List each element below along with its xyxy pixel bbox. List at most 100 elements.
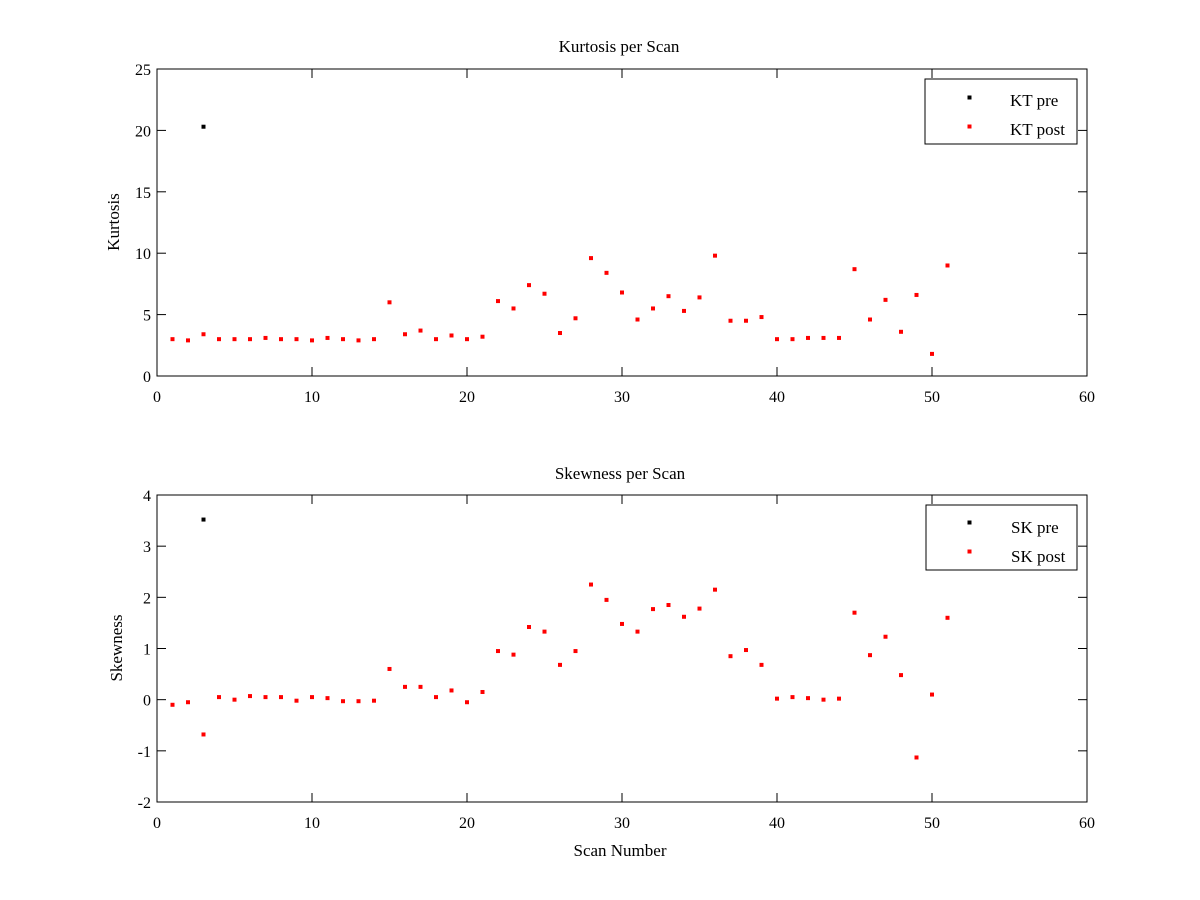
- legend-marker-sk-pre: [967, 520, 972, 525]
- skewness-x-tick-label: 60: [1079, 815, 1095, 832]
- data-point-kt-post: [310, 338, 314, 343]
- skewness-x-ticks: 0 10 20 30 40 50 60: [153, 495, 1095, 832]
- data-point-kt-post: [325, 335, 330, 340]
- skewness-y-ticks: -2 -1 0 1 2 3 4: [138, 488, 1087, 812]
- kurtosis-y-tick-label: 5: [143, 308, 151, 325]
- data-point-sk-post: [279, 695, 283, 700]
- data-point-kt-post: [883, 297, 888, 302]
- skewness-x-tick-label: 20: [459, 815, 475, 832]
- data-point-kt-post: [356, 338, 361, 343]
- kurtosis-x-tick-label: 60: [1079, 389, 1095, 406]
- data-point-kt-post: [837, 335, 841, 340]
- kurtosis-y-tick-label: 20: [135, 123, 151, 140]
- data-point-sk-post: [527, 625, 531, 630]
- legend-marker-kt-pre: [967, 95, 972, 100]
- skewness-y-tick-label: 3: [143, 539, 151, 556]
- data-point-sk-post: [821, 697, 826, 702]
- legend-marker-sk-post: [967, 549, 972, 554]
- kurtosis-x-tick-label: 10: [304, 389, 320, 406]
- data-point-sk-post: [930, 692, 934, 697]
- kurtosis-legend-box: [924, 78, 1078, 145]
- data-point-kt-post: [263, 335, 268, 340]
- chart-kurtosis: Kurtosis per Scan 0 10 20 30 40 50 60 0 5 10 15 20…: [104, 37, 1095, 406]
- data-point-kt-post: [930, 351, 934, 356]
- skewness-x-tick-label: 10: [304, 815, 320, 832]
- skewness-y-axis-label: Skewness: [107, 614, 126, 681]
- data-point-kt-post: [945, 263, 950, 268]
- kurtosis-x-ticks: 0 10 20 30 40 50 60: [153, 69, 1095, 406]
- skewness-x-tick-label: 40: [769, 815, 785, 832]
- skewness-legend: SK pre SK post: [925, 504, 1078, 571]
- legend-label-kt-post: KT post: [1010, 120, 1065, 139]
- data-point-kt-post: [635, 317, 640, 322]
- data-point-kt-post: [372, 337, 376, 342]
- data-point-kt-post: [248, 337, 252, 342]
- data-point-sk-post: [542, 629, 547, 634]
- skewness-y-tick-label: 4: [143, 488, 151, 505]
- data-point-sk-post: [403, 684, 407, 689]
- data-point-sk-post: [449, 688, 454, 693]
- data-point-sk-post: [232, 697, 237, 702]
- data-point-kt-post: [170, 337, 175, 342]
- data-point-sk-post: [775, 696, 779, 701]
- data-point-kt-post: [387, 300, 392, 305]
- data-point-kt-post: [232, 337, 237, 342]
- kurtosis-x-tick-label: 50: [924, 389, 940, 406]
- data-point-sk-post: [186, 700, 190, 705]
- data-point-kt-post: [294, 337, 299, 342]
- data-point-kt-post: [465, 337, 469, 342]
- data-point-sk-post: [372, 698, 376, 703]
- skewness-y-tick-label: -1: [138, 744, 151, 761]
- skewness-y-tick-label: 1: [143, 642, 151, 659]
- skewness-points: [170, 517, 950, 760]
- data-point-sk-post: [434, 695, 438, 700]
- data-point-sk-post: [759, 662, 764, 667]
- skewness-x-axis-label: Scan Number: [573, 841, 666, 860]
- data-point-kt-post: [341, 337, 345, 342]
- data-point-kt-post: [899, 329, 903, 334]
- data-point-sk-post: [635, 629, 640, 634]
- kurtosis-x-tick-label: 30: [614, 389, 630, 406]
- data-point-kt-post: [558, 331, 562, 336]
- data-point-kt-post: [806, 335, 810, 340]
- skewness-y-tick-label: 2: [143, 590, 151, 607]
- data-point-sk-post: [573, 649, 578, 654]
- data-point-kt-post: [759, 315, 764, 320]
- data-point-sk-post: [806, 696, 810, 701]
- kurtosis-y-tick-label: 25: [135, 62, 151, 79]
- kurtosis-y-tick-label: 15: [135, 185, 151, 202]
- data-point-kt-post: [542, 291, 547, 296]
- data-point-sk-post: [883, 634, 888, 639]
- data-point-sk-post: [604, 597, 609, 602]
- data-point-kt-post: [697, 295, 702, 300]
- data-point-kt-post: [511, 306, 516, 311]
- legend-label-kt-pre: KT pre: [1010, 91, 1058, 110]
- data-point-sk-post: [263, 695, 268, 700]
- data-point-kt-post: [868, 317, 872, 322]
- data-point-sk-post: [465, 700, 469, 705]
- data-point-kt-post: [589, 256, 593, 261]
- data-point-kt-post: [682, 308, 686, 313]
- chart-skewness: Skewness per Scan 0 10 20 30 40 50 60 -2 -1 0 1 2 3…: [107, 464, 1095, 860]
- kurtosis-y-tick-label: 0: [143, 369, 151, 386]
- data-point-sk-post: [945, 615, 950, 620]
- data-point-kt-post: [620, 290, 624, 295]
- data-point-sk-post: [620, 621, 624, 626]
- data-point-kt-post: [775, 337, 779, 342]
- skewness-x-tick-label: 50: [924, 815, 940, 832]
- kurtosis-y-axis-label: Kurtosis: [104, 193, 123, 251]
- data-point-sk-post: [914, 755, 919, 760]
- skewness-y-tick-label: -2: [138, 795, 151, 812]
- data-point-kt-post: [201, 332, 206, 337]
- data-point-kt-post: [279, 337, 283, 342]
- legend-label-sk-post: SK post: [1011, 547, 1066, 566]
- data-point-kt-post: [821, 335, 826, 340]
- data-point-sk-post: [744, 648, 748, 653]
- data-point-kt-post: [449, 333, 454, 338]
- data-point-sk-post: [170, 702, 175, 707]
- data-point-kt-post: [852, 267, 857, 272]
- data-point-sk-post: [666, 603, 671, 608]
- data-point-sk-post: [418, 684, 423, 689]
- kurtosis-points: [170, 124, 950, 356]
- data-point-sk-post: [387, 666, 392, 671]
